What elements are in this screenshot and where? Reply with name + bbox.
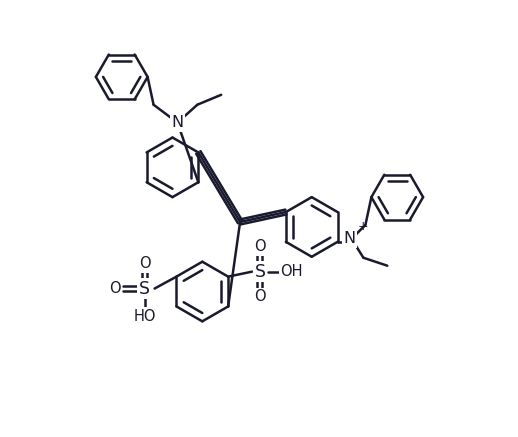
Text: HO: HO bbox=[134, 309, 156, 324]
Text: O: O bbox=[109, 281, 121, 296]
Text: N: N bbox=[343, 231, 355, 246]
Text: OH: OH bbox=[281, 264, 303, 279]
Text: O: O bbox=[254, 239, 266, 254]
Text: S: S bbox=[139, 280, 150, 298]
Text: O: O bbox=[254, 289, 266, 304]
Text: N: N bbox=[171, 115, 183, 130]
Text: S: S bbox=[254, 263, 266, 281]
Text: O: O bbox=[139, 256, 150, 271]
Text: +: + bbox=[357, 220, 368, 233]
